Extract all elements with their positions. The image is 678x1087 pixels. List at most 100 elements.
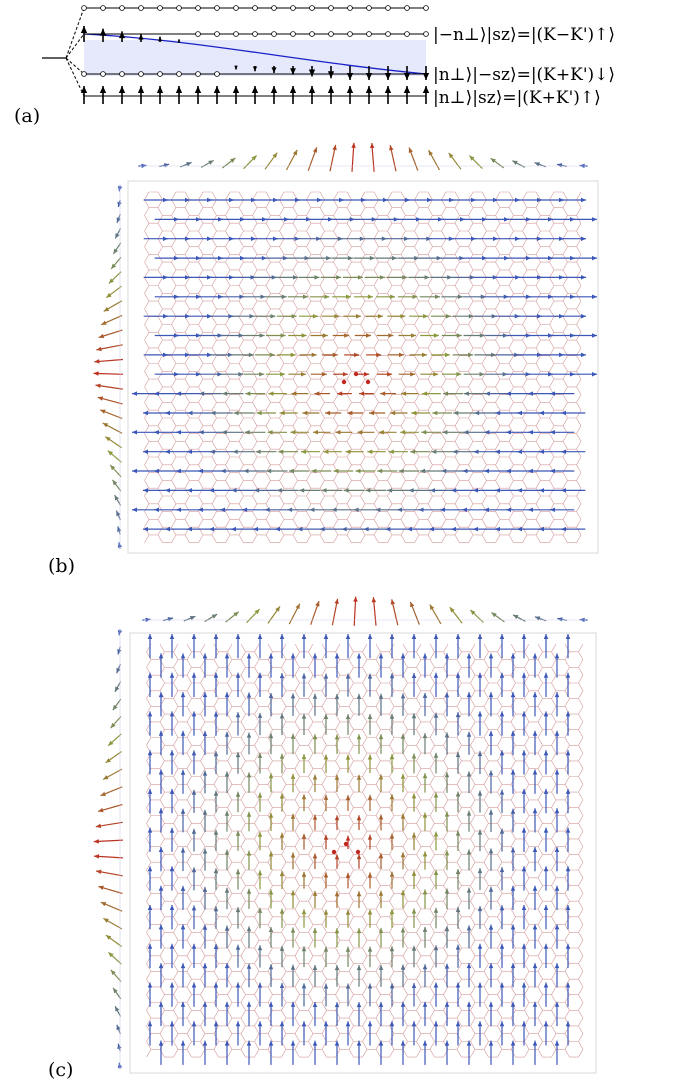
spin-arrow [231,236,256,241]
spin-arrow [378,890,384,909]
spin-arrow [473,275,498,280]
spin-arrow [268,733,274,755]
spin-arrow [356,734,362,754]
site-marker [81,5,87,11]
spin-arrow [224,925,230,949]
spin-arrow [331,255,353,261]
spin-arrow [532,885,538,910]
site-marker [290,5,296,11]
spin-arrow [154,468,179,474]
spin-arrow [387,313,406,319]
spin-arrow [528,430,553,435]
site-marker [328,5,334,11]
site-marker [176,5,182,11]
spin-arrow [147,905,153,930]
spin-arrow [279,753,285,774]
spin-arrow [353,507,376,513]
spin-arrow [180,730,186,756]
spin-arrow [334,653,340,678]
spin-arrow [309,255,332,261]
spin-arrow [235,791,241,813]
spin-arrow [279,1021,285,1046]
spin-arrow [378,927,384,948]
spin-arrow [143,197,168,203]
spin-arrow [268,773,274,793]
spin-arrow [411,908,417,929]
spin-arrow [235,907,241,929]
spin-arrow [341,197,366,203]
spin-arrow [143,275,168,280]
spin-arrow [422,851,428,870]
spin-arrow [506,391,531,396]
spin-arrow [343,488,365,493]
spin-arrow [532,1040,538,1065]
spin-arrow [276,313,297,319]
profile-arrow [95,383,123,390]
spin-arrow [310,294,330,300]
spin-arrow [455,672,461,697]
state-label-2: |n⊥⟩|−sz⟩=|(K+K')↓⟩ [433,65,615,85]
spin-arrow [132,468,157,474]
spin-arrow [565,788,571,814]
spin-arrow [154,507,179,513]
spin-arrow [301,909,307,928]
spin-up-arrow [80,26,88,42]
site-marker [81,71,87,77]
spin-arrow [444,1040,450,1065]
site-marker [138,5,144,11]
profile-arrow [353,596,358,626]
spin-arrow [411,753,417,774]
profile-arrow [225,611,240,623]
spin-arrow [488,924,494,949]
spin-arrow [312,774,318,793]
spin-arrow [477,906,483,929]
spin-arrow [147,788,153,814]
spin-arrow [453,410,475,416]
profile-arrow [105,934,122,947]
spin-arrow [521,1021,527,1046]
spin-arrow [532,808,538,833]
spin-arrow [539,275,564,280]
spin-arrow [539,352,564,358]
spin-arrow [290,693,296,716]
spin-down-arrow [384,66,392,80]
dashed-split-line-1 [65,7,85,59]
spin-arrow [210,352,233,358]
spin-arrow [378,964,384,987]
spin-arrow [539,526,564,532]
spin-arrow [488,886,494,910]
spin-down-arrow [403,66,411,80]
spin-arrow [517,313,542,319]
spin-arrow [334,965,340,987]
spin-arrow [466,849,472,871]
spin-arrow [528,468,553,474]
spin-arrow [488,1040,494,1065]
site-marker [195,71,201,77]
spin-arrow [345,835,351,850]
spin-arrow [320,236,343,241]
site-marker [100,5,106,11]
profile-arrow [102,422,123,434]
spin-arrow [287,507,310,513]
site-marker [119,5,125,11]
spin-arrow [341,526,366,532]
spin-arrow [499,789,505,813]
spin-arrow [377,371,393,377]
spin-arrow [265,333,286,338]
spin-arrow [246,692,252,717]
spin-arrow [367,673,373,697]
spin-arrow [499,750,505,775]
spin-arrow [253,236,278,241]
spin-arrow [429,526,454,532]
spin-arrow [301,1021,307,1046]
spin-arrow [473,449,498,454]
spin-arrow [147,750,153,775]
spin-arrow [202,886,208,910]
spin-arrow [345,872,351,889]
spin-arrow [506,217,531,222]
spin-arrow [254,313,276,319]
spin-arrow [221,333,244,338]
spin-arrow [554,692,560,717]
spin-arrow [572,294,597,300]
profile-arrow [107,450,122,463]
